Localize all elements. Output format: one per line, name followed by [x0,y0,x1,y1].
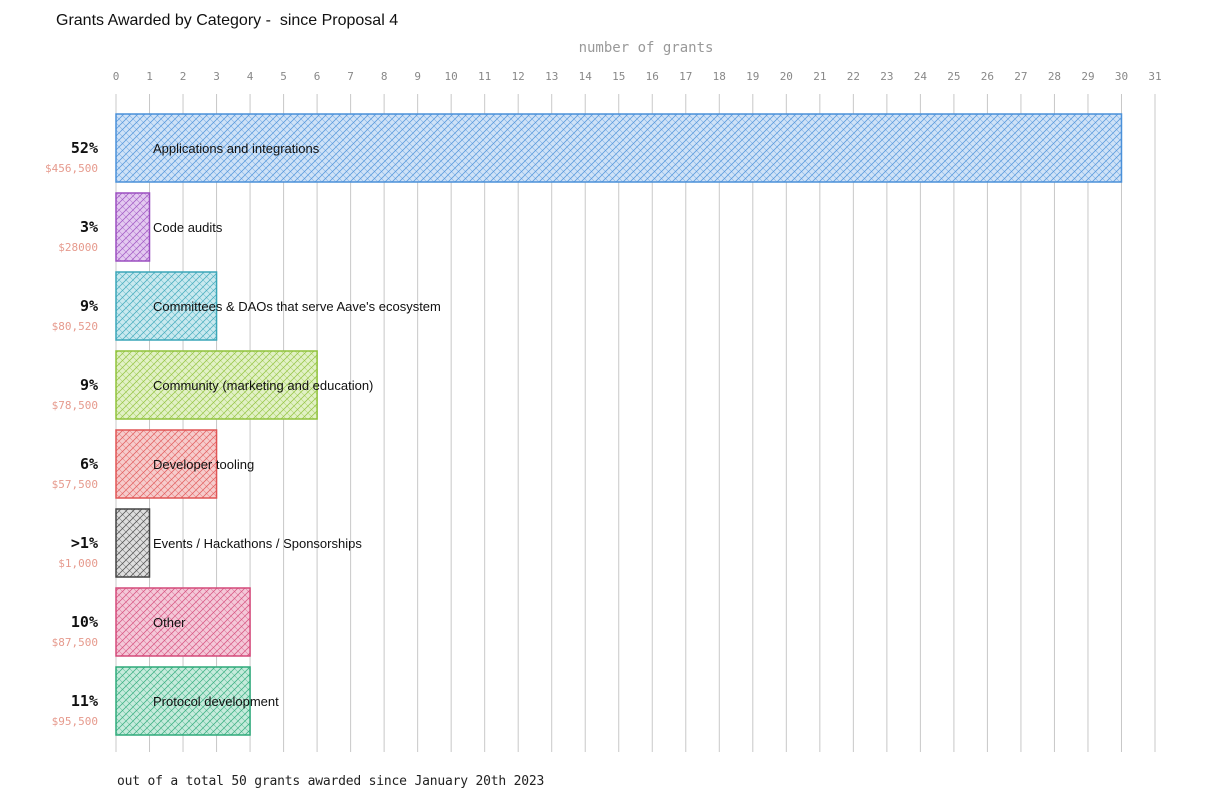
bar [115,666,251,736]
amount-label: $87,500 [52,636,98,649]
x-tick-label: 9 [414,70,421,83]
amount-label: $57,500 [52,478,98,491]
bar [115,350,318,420]
x-tick-label: 21 [813,70,826,83]
percentage-label: 11% [71,692,98,710]
amount-label: $80,520 [52,320,98,333]
x-tick-label: 28 [1048,70,1061,83]
x-tick-label: 19 [746,70,759,83]
x-tick-label: 4 [247,70,254,83]
x-tick-label: 10 [445,70,458,83]
x-tick-label: 7 [347,70,354,83]
x-tick-label: 11 [478,70,491,83]
bar-category-label: Applications and integrations [153,141,320,156]
percentage-label: 3% [80,218,98,236]
amount-label: $78,500 [52,399,98,412]
percentage-label: 52% [71,139,98,157]
bar-category-label: Community (marketing and education) [153,378,373,393]
bar-category-label: Protocol development [153,694,279,709]
bar [115,429,218,499]
x-tick-label: 3 [213,70,220,83]
bar-category-label: Committees & DAOs that serve Aave's ecos… [153,299,441,314]
x-tick-label: 14 [579,70,593,83]
x-tick-label: 20 [780,70,793,83]
x-tick-label: 2 [180,70,187,83]
x-tick-label: 15 [612,70,625,83]
x-tick-label: 6 [314,70,321,83]
x-tick-label: 8 [381,70,388,83]
x-tick-label: 13 [545,70,558,83]
x-tick-label: 26 [981,70,994,83]
x-tick-label: 16 [646,70,659,83]
x-tick-label: 18 [713,70,726,83]
amount-label: $28000 [58,241,98,254]
bar [115,508,151,578]
amount-label: $95,500 [52,715,98,728]
x-tick-label: 23 [880,70,893,83]
x-tick-label: 1 [146,70,153,83]
x-tick-label: 17 [679,70,692,83]
bar [115,271,218,341]
amount-label: $456,500 [45,162,98,175]
x-tick-label: 27 [1014,70,1027,83]
percentage-label: >1% [71,534,98,552]
percentage-label: 9% [80,376,98,394]
amount-label: $1,000 [58,557,98,570]
chart-title: Grants Awarded by Category - since Propo… [56,12,399,29]
x-tick-label: 25 [947,70,960,83]
x-tick-label: 5 [280,70,287,83]
bar-category-label: Events / Hackathons / Sponsorships [153,536,362,551]
x-tick-label: 24 [914,70,928,83]
percentage-label: 9% [80,297,98,315]
bar-category-label: Developer tooling [153,457,254,472]
bar [115,587,251,657]
x-tick-label: 12 [512,70,525,83]
percentage-label: 10% [71,613,98,631]
x-tick-label: 31 [1148,70,1161,83]
x-axis-label: number of grants [579,40,714,56]
bar-category-label: Code audits [153,220,223,235]
percentage-label: 6% [80,455,98,473]
bar-category-label: Other [153,615,186,630]
x-tick-label: 22 [847,70,860,83]
x-tick-label: 0 [113,70,120,83]
x-tick-label: 30 [1115,70,1128,83]
bar [115,192,151,262]
chart-footnote: out of a total 50 grants awarded since J… [117,774,545,789]
bar [115,113,1123,183]
x-tick-label: 29 [1081,70,1094,83]
